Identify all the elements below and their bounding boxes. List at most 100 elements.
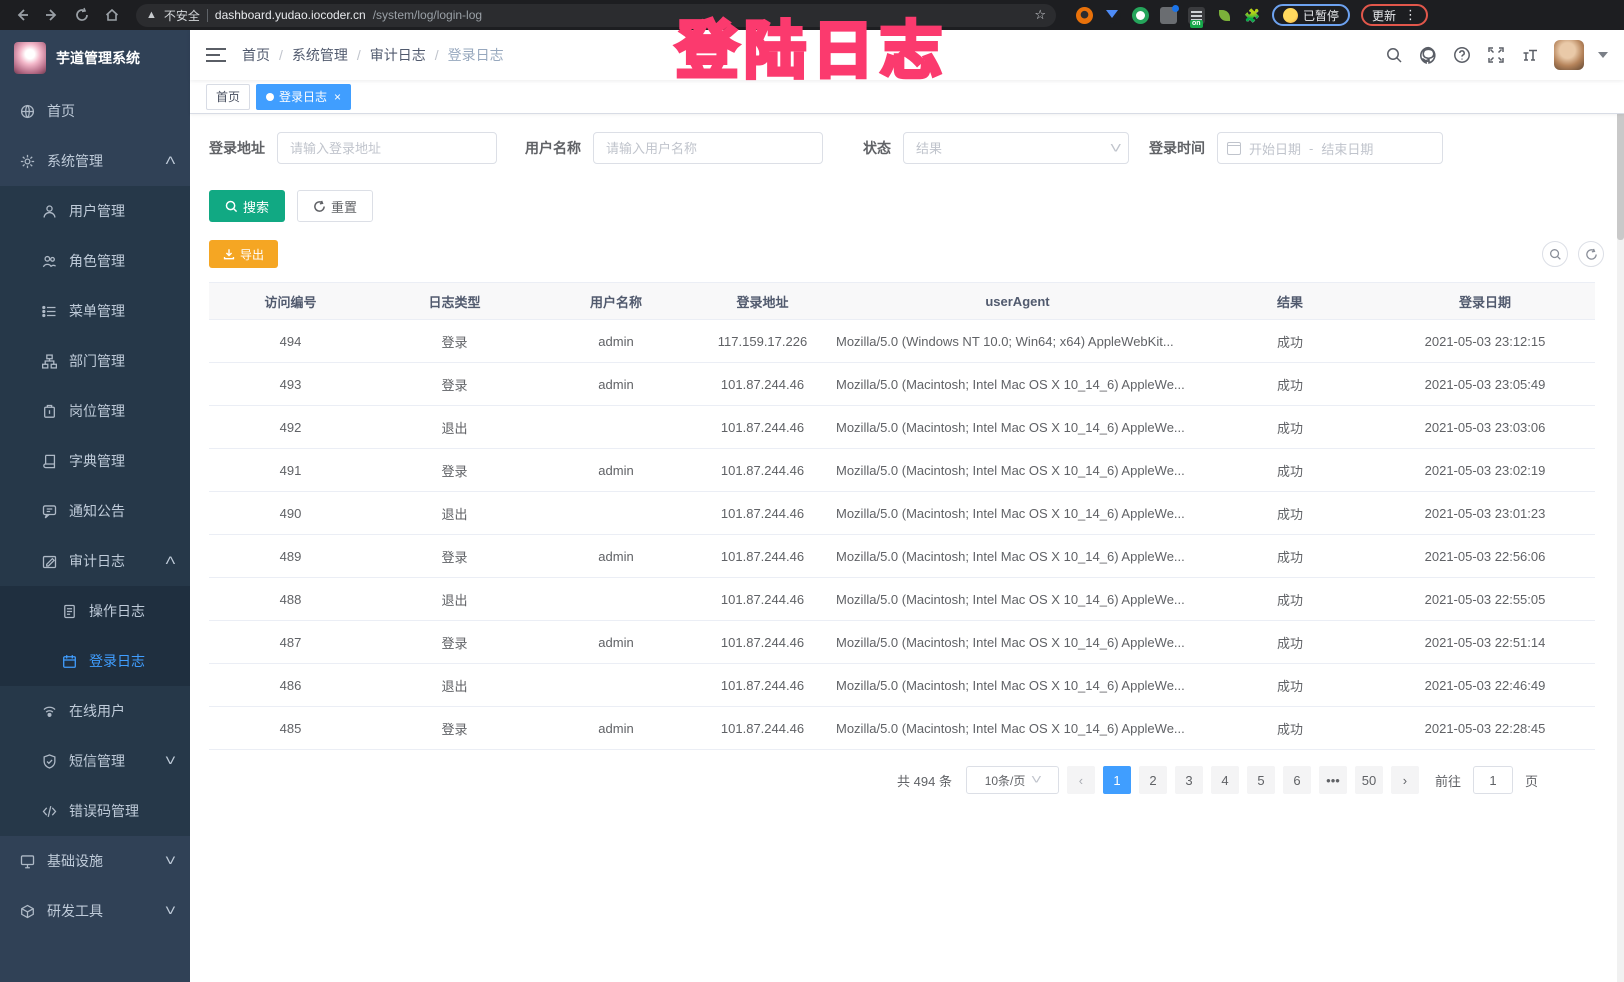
breadcrumb-audit[interactable]: 审计日志 — [369, 47, 426, 63]
start-date-placeholder[interactable]: 开始日期 — [1249, 141, 1302, 157]
reload-icon[interactable] — [70, 3, 94, 27]
cell-id: 492 — [279, 419, 302, 435]
not-secure-warning-icon: ▲ — [146, 9, 157, 21]
extensions-puzzle-icon[interactable]: 🧩 — [1244, 6, 1261, 24]
sidebar-item-dicts[interactable]: 字典管理 — [0, 436, 190, 486]
github-icon[interactable] — [1418, 45, 1438, 65]
cell-username: admin — [598, 720, 634, 736]
caret-down-icon[interactable] — [1598, 52, 1608, 63]
cell-id: 486 — [279, 677, 302, 693]
refresh-table-button[interactable] — [1578, 241, 1604, 267]
cell-type: 登录 — [441, 463, 468, 479]
date-range-picker[interactable]: 开始日期 - 结束日期 — [1217, 132, 1443, 164]
extension-leaf-icon[interactable] — [1216, 6, 1233, 24]
status-select[interactable]: ᐯ — [903, 132, 1149, 164]
breadcrumb-system[interactable]: 系统管理 — [291, 47, 348, 63]
sidebar-item-login-log[interactable]: 登录日志 — [0, 636, 190, 686]
page-number-button[interactable]: 6 — [1282, 766, 1311, 794]
font-size-icon[interactable] — [1520, 45, 1540, 65]
cell-date: 2021-05-03 22:28:45 — [1424, 720, 1546, 736]
end-date-placeholder[interactable]: 结束日期 — [1321, 141, 1374, 157]
sidebar-item-menus[interactable]: 菜单管理 — [0, 286, 190, 336]
col-header-result: 结果 — [1276, 294, 1303, 310]
table-row[interactable]: 487 登录 admin 101.87.244.46 Mozilla/5.0 (… — [209, 621, 1595, 664]
username-input[interactable] — [593, 132, 823, 164]
next-page-button[interactable]: › — [1390, 766, 1419, 794]
search-icon[interactable] — [1384, 45, 1404, 65]
close-icon[interactable]: × — [334, 89, 342, 104]
sidebar-item-operate-log[interactable]: 操作日志 — [0, 586, 190, 636]
tag-home[interactable]: 首页 — [206, 83, 251, 110]
cell-ip: 101.87.244.46 — [720, 591, 805, 607]
page-number-button[interactable]: 3 — [1174, 766, 1203, 794]
back-icon[interactable] — [10, 3, 34, 27]
cell-username: admin — [598, 634, 634, 650]
extension-list-icon[interactable]: on — [1188, 6, 1205, 28]
sidebar-item-error-codes[interactable]: 错误码管理 — [0, 786, 190, 836]
forward-icon[interactable] — [40, 3, 64, 27]
search-button[interactable]: 搜索 — [209, 190, 286, 222]
page-number-button[interactable]: ••• — [1318, 766, 1347, 794]
table-row[interactable]: 494 登录 admin 117.159.17.226 Mozilla/5.0 … — [209, 320, 1595, 363]
page-number-button[interactable]: 4 — [1210, 766, 1239, 794]
extension-gem-icon[interactable] — [1104, 6, 1121, 24]
table-row[interactable]: 489 登录 admin 101.87.244.46 Mozilla/5.0 (… — [209, 535, 1595, 578]
extension-grid-icon[interactable] — [1160, 4, 1179, 24]
export-button[interactable]: 导出 — [209, 240, 279, 268]
goto-page-input[interactable] — [1472, 766, 1513, 794]
table-row[interactable]: 488 退出 101.87.244.46 Mozilla/5.0 (Macint… — [209, 578, 1595, 621]
extension-orange-icon[interactable] — [1076, 6, 1093, 24]
filter-form: 登录地址 用户名称 状态 ᐯ 登录时间 开始日期 - 结束日期 — [209, 132, 1604, 164]
app-logo — [14, 42, 46, 74]
cell-date: 2021-05-03 22:56:06 — [1424, 548, 1546, 564]
sidebar-item-roles[interactable]: 角色管理 — [0, 236, 190, 286]
extension-green-icon[interactable] — [1132, 6, 1149, 24]
sidebar-item-dev-tools[interactable]: 研发工具 ᐯ — [0, 886, 190, 936]
chevron-down-icon: ᐯ — [1032, 775, 1042, 785]
show-search-toggle-button[interactable] — [1542, 241, 1568, 267]
sidebar-item-infra[interactable]: 基础设施 ᐯ — [0, 836, 190, 886]
table-row[interactable]: 485 登录 admin 101.87.244.46 Mozilla/5.0 (… — [209, 707, 1595, 750]
tag-login-log[interactable]: 登录日志 × — [256, 83, 352, 110]
ip-input[interactable] — [277, 132, 497, 164]
avatar[interactable] — [1554, 40, 1584, 70]
breadcrumb-home[interactable]: 首页 — [242, 47, 270, 63]
sidebar-item-online-users[interactable]: 在线用户 — [0, 686, 190, 736]
fullscreen-icon[interactable] — [1486, 45, 1506, 65]
chrome-update-button[interactable]: 更新 ⋮ — [1361, 4, 1429, 26]
app-logo-row[interactable]: 芋道管理系统 — [0, 30, 190, 86]
sidebar-item-system[interactable]: 系统管理 ᐱ — [0, 136, 190, 186]
profile-paused-badge[interactable]: 已暂停 — [1272, 4, 1351, 26]
table-row[interactable]: 490 退出 101.87.244.46 Mozilla/5.0 (Macint… — [209, 492, 1595, 535]
page-number-button[interactable]: 50 — [1354, 766, 1383, 794]
table-row[interactable]: 491 登录 admin 101.87.244.46 Mozilla/5.0 (… — [209, 449, 1595, 492]
page-size-select[interactable]: 10条/页 ᐯ — [965, 766, 1059, 794]
page-scrollbar[interactable] — [1617, 30, 1624, 982]
sidebar-item-posts[interactable]: 岗位管理 — [0, 386, 190, 436]
table-row[interactable]: 486 退出 101.87.244.46 Mozilla/5.0 (Macint… — [209, 664, 1595, 707]
cell-type: 退出 — [441, 420, 468, 436]
app-navbar: 首页 / 系统管理 / 审计日志 / 登录日志 — [190, 30, 1624, 80]
prev-page-button[interactable]: ‹ — [1066, 766, 1095, 794]
hamburger-icon[interactable] — [206, 48, 226, 62]
cell-ip: 101.87.244.46 — [720, 548, 805, 564]
table-row[interactable]: 493 登录 admin 101.87.244.46 Mozilla/5.0 (… — [209, 363, 1595, 406]
sidebar-item-users[interactable]: 用户管理 — [0, 186, 190, 236]
sidebar-item-depts[interactable]: 部门管理 — [0, 336, 190, 386]
cell-id: 494 — [279, 333, 302, 349]
bookmark-star-icon[interactable]: ☆ — [1034, 7, 1046, 22]
browser-menu-icon[interactable]: ⋮ — [1404, 7, 1418, 22]
page-number-button[interactable]: 2 — [1138, 766, 1167, 794]
address-bar[interactable]: ▲ 不安全 dashboard.yudao.iocoder.cn/system/… — [136, 3, 1056, 27]
table-row[interactable]: 492 退出 101.87.244.46 Mozilla/5.0 (Macint… — [209, 406, 1595, 449]
help-icon[interactable] — [1452, 45, 1472, 65]
sidebar-item-notices[interactable]: 通知公告 — [0, 486, 190, 536]
sidebar-item-audit-log[interactable]: 审计日志 ᐱ — [0, 536, 190, 586]
sidebar-item-home[interactable]: 首页 — [0, 86, 190, 136]
page-number-button[interactable]: 5 — [1246, 766, 1275, 794]
role-icon — [42, 254, 57, 269]
page-number-button[interactable]: 1 — [1102, 766, 1131, 794]
sidebar-item-sms[interactable]: 短信管理 ᐯ — [0, 736, 190, 786]
reset-button[interactable]: 重置 — [297, 190, 374, 222]
home-icon[interactable] — [100, 3, 124, 27]
